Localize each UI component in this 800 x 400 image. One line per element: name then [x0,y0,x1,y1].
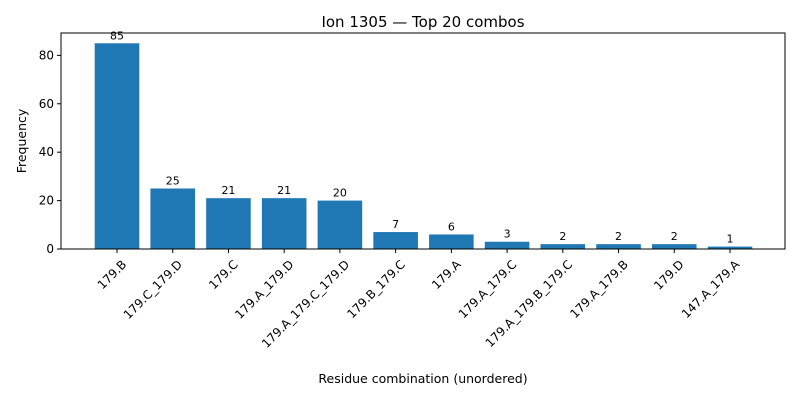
x-tick-label: 179.D [651,257,686,292]
bar [540,244,586,249]
bar [150,188,196,249]
bar-value-label: 2 [559,230,566,243]
bar-value-label: 2 [615,230,622,243]
y-tick-label: 20 [39,194,54,208]
y-axis-title: Frequency [14,108,29,173]
y-tick-label: 0 [46,242,54,256]
y-tick-label: 80 [39,48,54,62]
bar-value-label: 25 [166,175,180,188]
x-tick-label: 179.B [95,257,130,292]
bar [261,198,307,249]
bar [317,200,363,249]
x-tick-label: 179.A [429,257,464,292]
bar [373,232,418,249]
bar-value-label: 7 [392,218,399,231]
bar-value-label: 2 [671,230,678,243]
bar-value-label: 85 [110,29,124,42]
bar-value-label: 3 [504,228,511,241]
bar-value-label: 21 [221,184,235,197]
bar [429,234,474,249]
y-axis: 0 20 40 60 80 [39,48,61,256]
bar [596,244,641,249]
x-tick-label: 147.A_179.A [679,257,743,321]
bar [707,246,753,249]
x-axis-title: Residue combination (unordered) [318,371,527,386]
bar [484,241,530,249]
bar-value-label: 1 [727,233,734,246]
x-tick-label: 179.B_179.C [344,257,408,321]
bar-value-label: 20 [333,187,347,200]
x-tick-label: 179.A_179.B [567,257,631,321]
x-tick-label: 179.C [206,257,241,292]
bar [94,43,140,249]
y-tick-label: 60 [39,97,54,111]
bar [206,198,251,249]
y-tick-label: 40 [39,145,54,159]
x-tick-label: 179.C_179.D [121,257,185,321]
plot-frame [60,32,786,250]
bar-value-label: 21 [277,184,291,197]
bar [651,244,697,249]
chart-title: Ion 1305 — Top 20 combos [321,13,524,31]
bar-value-label: 6 [448,220,455,233]
